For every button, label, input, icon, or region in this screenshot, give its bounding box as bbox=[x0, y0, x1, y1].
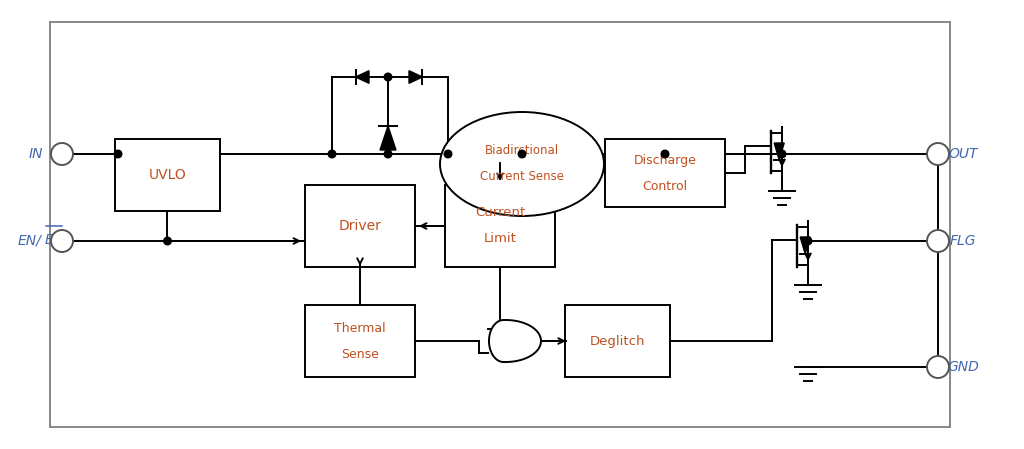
Polygon shape bbox=[409, 70, 423, 84]
Bar bbox=[445, 185, 555, 267]
Circle shape bbox=[518, 150, 525, 158]
Text: Biadirctional: Biadirctional bbox=[485, 145, 559, 158]
Text: OUT: OUT bbox=[948, 147, 978, 161]
Bar bbox=[305, 185, 415, 267]
Text: Driver: Driver bbox=[339, 219, 381, 233]
Text: Current Sense: Current Sense bbox=[480, 171, 564, 184]
Text: Current: Current bbox=[475, 207, 525, 220]
Circle shape bbox=[927, 143, 949, 165]
Circle shape bbox=[51, 143, 73, 165]
Circle shape bbox=[927, 230, 949, 252]
Ellipse shape bbox=[440, 112, 604, 216]
Polygon shape bbox=[355, 70, 369, 84]
Circle shape bbox=[51, 230, 73, 252]
Circle shape bbox=[329, 150, 336, 158]
Text: Discharge: Discharge bbox=[634, 154, 696, 167]
Text: UVLO: UVLO bbox=[148, 168, 186, 182]
Circle shape bbox=[444, 150, 452, 158]
Polygon shape bbox=[774, 143, 784, 160]
Circle shape bbox=[384, 73, 392, 81]
Circle shape bbox=[778, 150, 785, 158]
Polygon shape bbox=[489, 320, 541, 362]
Circle shape bbox=[804, 237, 812, 245]
Text: Deglitch: Deglitch bbox=[590, 335, 645, 348]
Text: Control: Control bbox=[642, 180, 687, 193]
Circle shape bbox=[115, 150, 122, 158]
Bar bbox=[305, 305, 415, 377]
Text: Thermal: Thermal bbox=[334, 321, 386, 335]
Polygon shape bbox=[800, 237, 810, 254]
Bar bbox=[565, 305, 670, 377]
Text: GND: GND bbox=[947, 360, 979, 374]
Bar bbox=[605, 139, 725, 207]
Circle shape bbox=[164, 237, 171, 245]
Text: FLG: FLG bbox=[949, 234, 976, 248]
Circle shape bbox=[927, 356, 949, 378]
Bar bbox=[115, 139, 220, 211]
Text: EN: EN bbox=[44, 233, 63, 247]
Circle shape bbox=[384, 150, 392, 158]
Text: Limit: Limit bbox=[483, 233, 516, 246]
Polygon shape bbox=[380, 126, 396, 150]
Text: IN: IN bbox=[29, 147, 43, 161]
Text: Sense: Sense bbox=[341, 348, 379, 361]
Bar bbox=[50, 22, 950, 427]
Text: EN/: EN/ bbox=[18, 233, 42, 247]
Circle shape bbox=[662, 150, 669, 158]
